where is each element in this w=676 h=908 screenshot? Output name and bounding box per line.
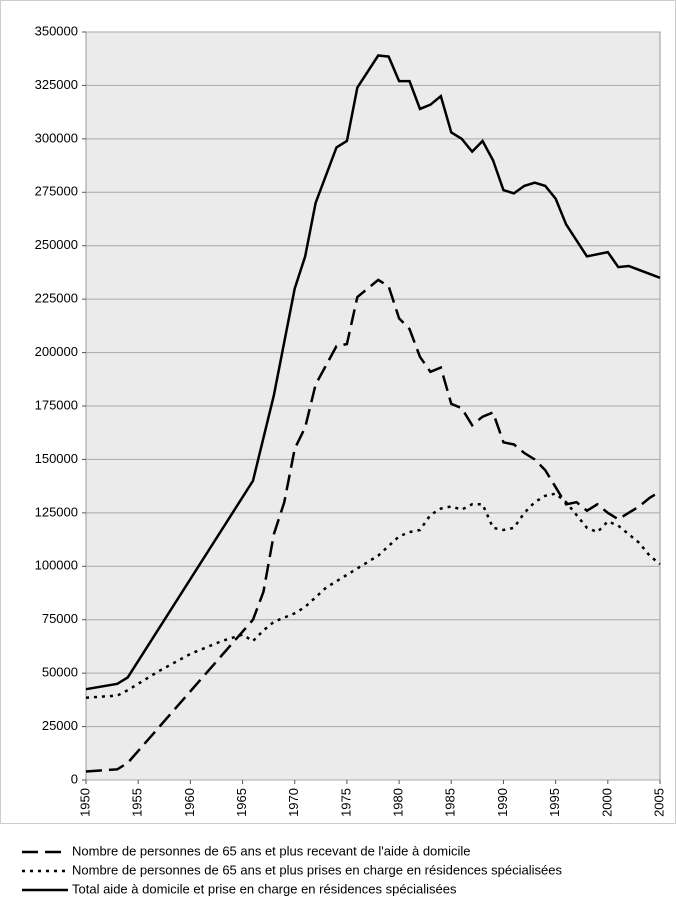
y-tick-label: 325000 xyxy=(35,77,78,92)
x-tick-label: 1965 xyxy=(234,788,249,817)
x-tick-label: 1960 xyxy=(182,788,197,817)
x-tick-label: 1975 xyxy=(338,788,353,817)
y-tick-label: 75000 xyxy=(42,611,78,626)
y-tick-label: 250000 xyxy=(35,237,78,252)
x-tick-label: 2000 xyxy=(599,788,614,817)
y-tick-label: 175000 xyxy=(35,397,78,412)
legend-label: Nombre de personnes de 65 ans et plus re… xyxy=(72,843,471,858)
x-tick-label: 1950 xyxy=(77,788,92,817)
y-tick-label: 150000 xyxy=(35,451,78,466)
y-tick-label: 50000 xyxy=(42,665,78,680)
y-tick-label: 275000 xyxy=(35,184,78,199)
x-tick-label: 1980 xyxy=(391,788,406,817)
y-tick-label: 200000 xyxy=(35,344,78,359)
legend-label: Total aide à domicile et prise en charge… xyxy=(72,881,457,896)
y-tick-label: 300000 xyxy=(35,130,78,145)
x-tick-label: 1955 xyxy=(130,788,145,817)
x-tick-label: 1985 xyxy=(443,788,458,817)
y-tick-label: 350000 xyxy=(35,23,78,38)
x-tick-label: 2005 xyxy=(651,788,666,817)
legend-label: Nombre de personnes de 65 ans et plus pr… xyxy=(72,862,562,877)
y-tick-label: 25000 xyxy=(42,718,78,733)
x-tick-label: 1995 xyxy=(547,788,562,817)
y-tick-label: 125000 xyxy=(35,504,78,519)
y-tick-label: 0 xyxy=(71,771,78,786)
y-tick-label: 225000 xyxy=(35,291,78,306)
y-tick-label: 100000 xyxy=(35,558,78,573)
series-line xyxy=(85,54,661,691)
x-tick-label: 1970 xyxy=(286,788,301,817)
series-line xyxy=(85,278,661,773)
x-tick-label: 1990 xyxy=(495,788,510,817)
